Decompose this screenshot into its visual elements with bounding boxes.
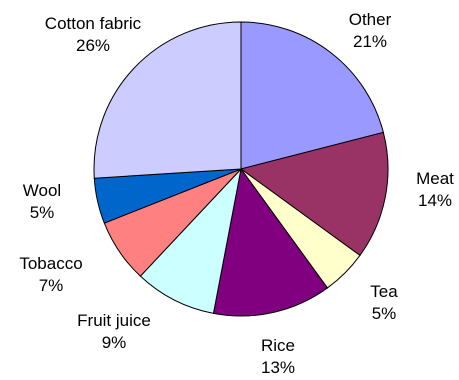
pie-label-tea: Tea 5% xyxy=(370,282,398,323)
pie-labels: Other 21% Meat 14% Tea 5% Rice 13% Fruit juice 9%… xyxy=(19,10,454,377)
pie-slice-fruit-juice xyxy=(139,167,242,314)
pie-label-other: Other 21% xyxy=(349,10,392,51)
pie-label-fruit-juice: Fruit juice 9% xyxy=(77,311,151,352)
pie-label-tobacco: Tobacco 7% xyxy=(19,254,82,295)
pie-label-rice: Rice 13% xyxy=(261,336,295,377)
pie-slice-meat xyxy=(239,131,389,257)
pie-slice-cotton-fabric xyxy=(93,21,242,179)
pie-slices xyxy=(93,21,389,317)
pie-slice-rice xyxy=(212,167,329,317)
pie-label-cotton-fabric: Cotton fabric 26% xyxy=(45,14,142,55)
pie-label-wool: Wool 5% xyxy=(23,181,61,222)
pie-label-meat: Meat 14% xyxy=(416,169,454,210)
pie-slice-other xyxy=(240,21,384,170)
